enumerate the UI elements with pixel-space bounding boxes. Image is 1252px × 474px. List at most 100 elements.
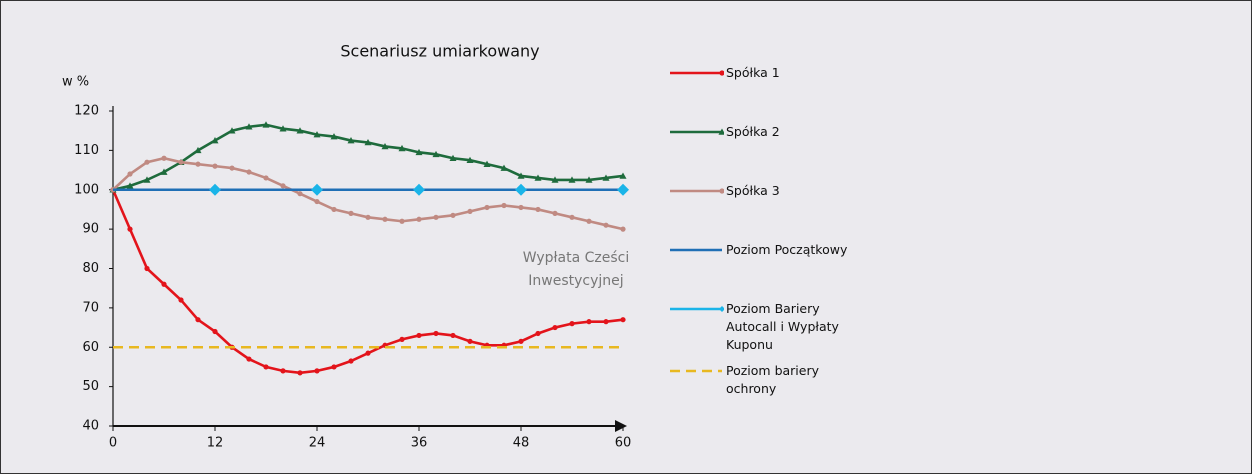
point xyxy=(245,123,253,130)
legend-label: Spółka 1 xyxy=(726,65,780,80)
point xyxy=(586,319,592,325)
legend-label: Poziom Początkowy xyxy=(726,242,848,257)
y-tick-label: 100 xyxy=(74,182,99,197)
point xyxy=(433,214,439,220)
point xyxy=(209,183,221,196)
y-tick-label: 70 xyxy=(82,300,99,315)
point xyxy=(228,127,236,134)
point xyxy=(127,171,133,177)
point xyxy=(619,172,627,179)
point xyxy=(413,183,425,196)
legend-swatch xyxy=(670,128,724,135)
point xyxy=(229,165,235,171)
x-tick-label: 60 xyxy=(615,436,632,451)
point xyxy=(450,212,456,218)
point xyxy=(314,198,320,205)
point xyxy=(569,321,575,327)
point xyxy=(518,204,524,211)
point xyxy=(500,164,508,171)
point xyxy=(569,214,575,220)
point xyxy=(552,324,558,331)
point xyxy=(330,133,338,140)
legend-item: Spółka 3 xyxy=(668,182,851,200)
y-axis-label: w % xyxy=(62,75,89,90)
point xyxy=(382,216,388,222)
point xyxy=(194,146,202,154)
point xyxy=(449,154,457,162)
point xyxy=(348,358,354,364)
legend-item: Spółka 1 xyxy=(668,64,851,82)
point xyxy=(195,317,201,323)
point xyxy=(399,336,405,342)
point xyxy=(212,163,218,169)
legend-swatch xyxy=(670,188,724,194)
point xyxy=(552,210,558,216)
x-tick-label: 24 xyxy=(309,436,326,451)
point xyxy=(313,131,321,138)
point xyxy=(432,150,440,158)
point xyxy=(381,142,389,150)
x-tick-label: 48 xyxy=(513,436,530,451)
point xyxy=(466,156,474,164)
point xyxy=(518,338,524,344)
point xyxy=(517,172,525,179)
legend-item: Poziom Bariery Autocall i Wypłaty Kuponu xyxy=(668,300,851,354)
point xyxy=(501,202,507,209)
point xyxy=(178,297,184,303)
point xyxy=(279,125,287,132)
y-tick-label: 60 xyxy=(82,340,99,355)
point xyxy=(347,137,355,144)
legend-item: Poziom Początkowy xyxy=(668,241,851,259)
point xyxy=(568,176,576,183)
point xyxy=(296,127,304,134)
legend-item: Spółka 2 xyxy=(668,123,851,141)
point xyxy=(178,159,184,165)
point xyxy=(416,216,422,222)
point xyxy=(586,218,592,224)
point xyxy=(416,332,422,339)
point xyxy=(483,160,491,167)
point xyxy=(212,328,218,335)
y-tick-label: 40 xyxy=(82,419,99,434)
annotation: Wypłata Cześci xyxy=(523,250,629,266)
point xyxy=(127,226,133,232)
legend-swatch xyxy=(670,70,724,76)
point xyxy=(603,222,609,228)
point xyxy=(331,364,337,370)
y-tick-label: 90 xyxy=(82,222,99,237)
series-line xyxy=(112,123,624,192)
point xyxy=(311,183,323,196)
point xyxy=(484,204,490,211)
point xyxy=(602,174,610,181)
y-tick-label: 50 xyxy=(82,379,99,394)
point xyxy=(126,182,134,189)
point xyxy=(161,155,167,161)
point xyxy=(280,368,286,374)
point xyxy=(143,176,151,183)
point xyxy=(144,265,150,272)
legend-swatch xyxy=(670,306,724,312)
point xyxy=(535,206,541,213)
x-tick-label: 36 xyxy=(411,436,428,451)
point xyxy=(144,159,150,165)
point xyxy=(467,338,473,344)
y-tick-label: 80 xyxy=(82,261,99,276)
point xyxy=(280,183,286,189)
point xyxy=(433,330,439,337)
point xyxy=(399,218,405,224)
point xyxy=(211,137,219,144)
point xyxy=(314,368,320,374)
legend-swatch xyxy=(670,369,722,373)
point xyxy=(620,317,626,323)
point xyxy=(262,121,270,128)
point xyxy=(348,210,354,216)
point xyxy=(603,319,609,325)
point xyxy=(718,128,724,135)
point xyxy=(515,183,527,196)
point xyxy=(195,161,201,167)
point xyxy=(297,370,303,376)
point xyxy=(263,175,269,181)
legend-label: Poziom Bariery Autocall i Wypłaty Kuponu xyxy=(726,301,839,352)
legend-label: Spółka 2 xyxy=(726,124,780,139)
